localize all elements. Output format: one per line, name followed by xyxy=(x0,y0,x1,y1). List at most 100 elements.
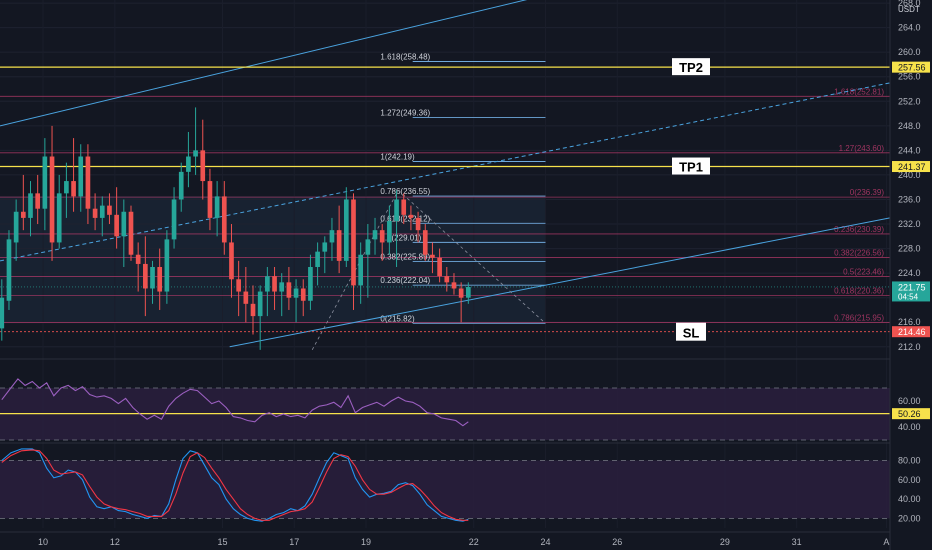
fib-retracement-label: 0.236(230.39) xyxy=(834,225,884,234)
candle-body xyxy=(171,199,177,240)
rsi-line xyxy=(1,378,469,427)
candle-body xyxy=(465,286,471,298)
fib-extension-label: 1.272(249.36) xyxy=(380,108,430,117)
price-marker xyxy=(892,161,930,173)
fib-extension-label: 0.236(222.04) xyxy=(380,276,430,285)
candle-body xyxy=(300,288,306,301)
candle-body xyxy=(257,291,263,317)
time-tick-label: 10 xyxy=(38,537,48,547)
candle-body xyxy=(207,181,213,218)
time-tick-label: 31 xyxy=(792,537,802,547)
candle-body xyxy=(221,196,227,243)
fib-retracement-label: 0.5(223.46) xyxy=(843,267,884,276)
candle-body xyxy=(322,242,328,252)
time-tick-label: 15 xyxy=(217,537,227,547)
time-axis[interactable]: 10 12 15 17 19 22 24 26 29 31 A xyxy=(0,531,890,547)
candle-body xyxy=(451,282,457,289)
price-marker-countdown: 04:54 xyxy=(898,292,919,301)
price-tick-label: 244.0 xyxy=(898,145,921,155)
candle-body xyxy=(193,150,198,157)
rsi-level-marker xyxy=(892,408,930,420)
candle-body xyxy=(42,156,48,209)
price-tick-label: 252.0 xyxy=(898,96,921,106)
candle-body xyxy=(186,156,191,172)
candle-body xyxy=(351,199,356,286)
take-profit-label: TP2 xyxy=(679,60,703,75)
trend-channel-line xyxy=(229,217,891,348)
stop-loss-label: SL xyxy=(683,326,700,341)
price-axis[interactable]: 212.0216.0220.0224.0228.0232.0236.0240.0… xyxy=(889,0,932,550)
candle-body xyxy=(71,181,76,197)
candle-body xyxy=(85,156,91,209)
price-marker-value: 214.46 xyxy=(898,327,926,337)
time-tick-label: A xyxy=(883,537,889,547)
stoch-tick-label: 20.00 xyxy=(898,513,921,523)
candle-body xyxy=(64,181,69,194)
price-tick-label: 212.0 xyxy=(898,342,921,352)
candle-body xyxy=(250,303,256,317)
stoch-tick-label: 40.00 xyxy=(898,494,921,504)
time-tick-label: 26 xyxy=(612,537,622,547)
candle-body xyxy=(444,276,450,283)
rsi-pane[interactable] xyxy=(0,378,890,444)
candle-body xyxy=(157,267,163,292)
candle-body xyxy=(243,291,249,304)
stoch-d-line xyxy=(1,449,469,521)
candle-body xyxy=(78,156,84,197)
fib-extension-label: 1.618(258.48) xyxy=(380,53,430,62)
candle-body xyxy=(279,282,285,292)
stoch-tick-label: 80.00 xyxy=(898,455,921,465)
fib-retracement-label: 1.618(252.81) xyxy=(834,87,884,96)
fib-extension-label: 0.382(225.89) xyxy=(380,253,430,262)
candle-body xyxy=(164,239,170,292)
candle-body xyxy=(430,254,435,258)
stoch-tick-label: 60.00 xyxy=(898,475,921,485)
price-tick-label: 236.0 xyxy=(898,194,921,204)
trend-channel-line xyxy=(0,82,891,262)
fib-retracement-label: 0.382(226.56) xyxy=(834,248,884,257)
candle-body xyxy=(107,205,112,215)
take-profit-label: TP1 xyxy=(679,160,703,175)
time-tick-label: 19 xyxy=(361,537,371,547)
candle-body xyxy=(265,276,270,292)
candle-body xyxy=(56,193,62,243)
candle-body xyxy=(293,288,299,298)
rsi-level-value: 50.26 xyxy=(898,409,921,419)
stop-loss-badge xyxy=(676,322,706,341)
take-profit-badge xyxy=(672,58,710,76)
candle-body xyxy=(336,230,342,261)
candle-body xyxy=(114,214,119,237)
price-marker-value: 257.56 xyxy=(898,63,926,73)
candle-body xyxy=(92,208,98,218)
price-tick-label: 268.0 xyxy=(898,0,921,8)
fib-extension-label: 0(215.82) xyxy=(380,314,415,323)
take-profit-badge xyxy=(672,157,710,175)
price-marker xyxy=(892,326,930,338)
candle-body xyxy=(272,276,277,292)
price-marker-value: 241.37 xyxy=(898,162,926,172)
fib-extension-label: 0.618(232.12) xyxy=(380,214,430,223)
candle-body xyxy=(437,257,442,277)
price-tick-label: 260.0 xyxy=(898,47,921,57)
candle-body xyxy=(343,199,349,261)
candle-body xyxy=(35,193,41,209)
price-tick-label: 264.0 xyxy=(898,23,921,33)
fib-retracement-label: 0.618(220.36) xyxy=(834,286,884,295)
fib-zone-shading xyxy=(0,196,546,324)
price-tick-label: 240.0 xyxy=(898,170,921,180)
fib-retracement-label: 0(236.39) xyxy=(850,188,885,197)
price-pane[interactable]: 0(236.39) 0.236(230.39) 0.382(226.56) 0.5(2… xyxy=(0,0,891,528)
fib-retracement-label: 1.27(243.60) xyxy=(839,144,885,153)
candle-body xyxy=(28,193,33,218)
candle-body xyxy=(415,217,421,231)
price-tick-label: 216.0 xyxy=(898,317,921,327)
price-tick-label: 256.0 xyxy=(898,72,921,82)
trend-channel-line xyxy=(0,0,528,127)
fib-extension-label: 1(242.19) xyxy=(380,152,415,161)
stochastic-pane[interactable] xyxy=(0,448,890,522)
rsi-tick-label: 40.00 xyxy=(898,422,921,432)
candle-body xyxy=(128,211,134,255)
price-axis-background xyxy=(890,0,932,550)
candle-body xyxy=(408,214,414,218)
